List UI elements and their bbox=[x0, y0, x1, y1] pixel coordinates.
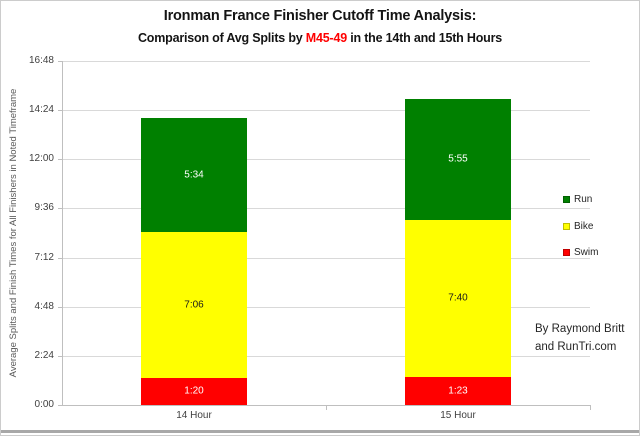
gridline-2:24 bbox=[62, 355, 590, 357]
segment-value-label: 1:20 bbox=[184, 385, 204, 397]
gridline-4:48 bbox=[62, 306, 590, 308]
y-tick-mark bbox=[58, 306, 62, 308]
y-tick-mark bbox=[58, 355, 62, 357]
legend-swatch-swim bbox=[563, 249, 570, 256]
bar-segment-swim-14-hour: 1:20 bbox=[141, 377, 247, 405]
gridline-9:36 bbox=[62, 208, 590, 210]
legend-label-bike: Bike bbox=[574, 221, 594, 232]
legend-item-run: Run bbox=[563, 193, 592, 206]
segment-value-label: 7:40 bbox=[448, 292, 468, 304]
chart-subtitle: Comparison of Avg Splits by M45-49 in th… bbox=[1, 31, 639, 45]
segment-value-label: 5:55 bbox=[448, 153, 468, 165]
gridline-14:24 bbox=[62, 110, 590, 112]
gridline-7:12 bbox=[62, 257, 590, 259]
subtitle-suffix: in the 14th and 15th Hours bbox=[346, 31, 503, 45]
attribution-line-2: and RunTri.com bbox=[535, 341, 617, 353]
plot-area bbox=[62, 61, 590, 405]
subtitle-prefix: Comparison of Avg Splits by bbox=[137, 31, 306, 45]
legend-label-run: Run bbox=[574, 194, 593, 205]
y-tick-label-14:24: 14:24 bbox=[28, 104, 54, 116]
y-axis-line bbox=[62, 61, 63, 406]
y-tick-label-12:00: 12:00 bbox=[28, 153, 54, 165]
subtitle-highlight: M45-49 bbox=[305, 31, 347, 45]
x-axis-line bbox=[58, 405, 591, 406]
y-tick-label-0:00: 0:00 bbox=[34, 399, 54, 410]
y-tick-label-16:48: 16:48 bbox=[28, 55, 54, 66]
legend-item-bike: Bike bbox=[563, 220, 593, 233]
y-tick-mark bbox=[58, 257, 62, 259]
y-tick-mark bbox=[58, 159, 62, 161]
y-tick-mark bbox=[58, 208, 62, 210]
y-tick-mark bbox=[58, 61, 62, 62]
segment-value-label: 7:06 bbox=[184, 299, 204, 311]
y-tick-label-9:36: 9:36 bbox=[34, 202, 54, 214]
x-category-label-15-hour: 15 Hour bbox=[440, 410, 476, 421]
bar-segment-bike-14-hour: 7:06 bbox=[141, 232, 247, 378]
y-tick-mark bbox=[58, 405, 62, 406]
attribution-line-1: By Raymond Britt bbox=[535, 323, 625, 335]
chart-title: Ironman France Finisher Cutoff Time Anal… bbox=[163, 8, 477, 24]
bar-segment-run-14-hour: 5:34 bbox=[141, 118, 247, 233]
x-tick-mark bbox=[590, 405, 591, 410]
x-tick-mark bbox=[326, 405, 327, 410]
legend-swatch-run bbox=[563, 196, 570, 203]
bar-segment-swim-15-hour: 1:23 bbox=[405, 376, 511, 405]
legend-item-swim: Swim bbox=[563, 246, 598, 259]
image-bottom-border bbox=[1, 430, 639, 433]
gridline-12:00 bbox=[62, 159, 590, 161]
y-tick-label-2:24: 2:24 bbox=[34, 349, 54, 361]
legend-swatch-bike bbox=[563, 223, 570, 230]
segment-value-label: 5:34 bbox=[184, 169, 204, 181]
x-category-label-14-hour: 14 Hour bbox=[176, 410, 212, 421]
y-tick-label-7:12: 7:12 bbox=[34, 251, 54, 263]
bar-segment-run-15-hour: 5:55 bbox=[405, 98, 511, 220]
attribution: By Raymond Britt and RunTri.com bbox=[535, 320, 624, 356]
bar-segment-bike-15-hour: 7:40 bbox=[405, 219, 511, 377]
legend-label-swim: Swim bbox=[574, 247, 599, 258]
y-tick-label-4:48: 4:48 bbox=[34, 300, 54, 312]
y-tick-mark bbox=[58, 110, 62, 112]
segment-value-label: 1:23 bbox=[448, 385, 468, 397]
gridline-16:48 bbox=[62, 61, 590, 62]
